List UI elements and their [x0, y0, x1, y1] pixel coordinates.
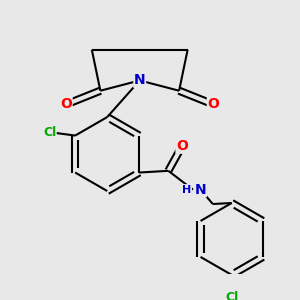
Text: N: N — [134, 74, 146, 87]
Text: Cl: Cl — [225, 291, 238, 300]
Text: N: N — [195, 183, 206, 197]
Text: Cl: Cl — [43, 126, 56, 139]
Text: O: O — [176, 139, 188, 153]
Text: H: H — [182, 185, 191, 195]
Text: O: O — [60, 98, 72, 111]
Text: O: O — [207, 98, 219, 111]
